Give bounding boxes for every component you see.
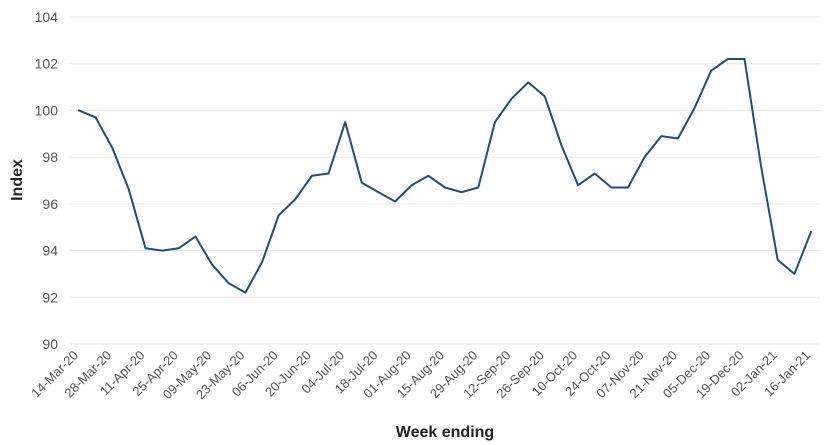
y-tick-label: 98: [42, 149, 58, 165]
y-tick-label: 94: [42, 243, 58, 259]
y-tick-label: 100: [35, 102, 59, 118]
y-axis-title: Index: [9, 159, 26, 201]
y-tick-label: 104: [35, 9, 59, 25]
grid-lines: [70, 16, 820, 345]
series-line: [78, 58, 812, 294]
y-tick-label: 102: [35, 56, 59, 72]
y-tick-label: 90: [42, 336, 58, 352]
y-tick-label: 96: [42, 196, 58, 212]
series-group: [78, 58, 812, 294]
y-axis-ticks: 90 92 94 96 98 100 102 104: [35, 9, 59, 352]
x-axis-title: Week ending: [396, 424, 494, 441]
y-tick-label: 92: [42, 289, 58, 305]
x-axis-ticks: 14-Mar-2028-Mar-2011-Apr-2025-Apr-2009-M…: [28, 348, 813, 403]
